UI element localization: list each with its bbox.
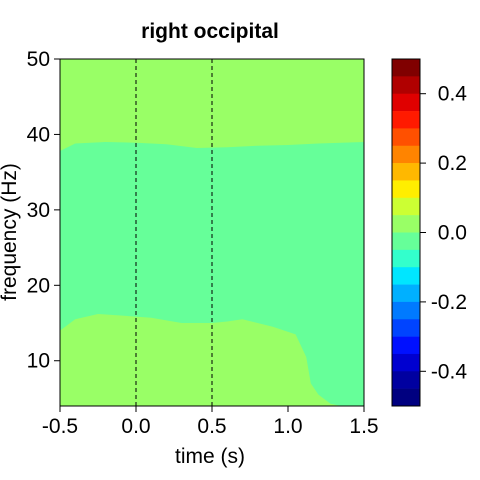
x-axis: -0.5 0.0 0.5 1.0 1.5 [42, 406, 379, 438]
colorbar-step-19 [392, 388, 420, 407]
colorbar-step-13 [392, 284, 420, 303]
colorbar-step-5 [392, 145, 420, 164]
chart-title: right occipital [141, 20, 279, 43]
colorbar-tick-label-0: 0.4 [438, 83, 468, 106]
colorbar-tick-label-1: 0.2 [438, 152, 467, 175]
colorbar-step-12 [392, 267, 420, 285]
x-tick-label-3: 1.0 [273, 415, 302, 438]
x-axis-label: time (s) [175, 445, 245, 468]
y-tick-label-2: 30 [27, 199, 50, 222]
y-tick-label-1: 20 [27, 274, 50, 297]
colorbar-step-9 [392, 215, 420, 233]
y-tick-label-3: 40 [27, 123, 50, 146]
colorbar-tick-label-2: 0.0 [438, 222, 467, 245]
colorbar-step-1 [392, 76, 420, 94]
colorbar-step-0 [392, 59, 420, 77]
colorbar-step-8 [392, 197, 420, 216]
colorbar-step-11 [392, 249, 420, 268]
y-axis: 10 20 30 40 50 [27, 48, 60, 373]
colorbar-step-3 [392, 111, 420, 129]
colorbar-step-18 [392, 371, 420, 389]
colorbar-step-16 [392, 336, 420, 355]
y-tick-label-4: 50 [27, 48, 50, 71]
colorbar-step-15 [392, 319, 420, 337]
colorbar-step-14 [392, 301, 420, 320]
colorbar: 0.4 0.2 0.0 -0.2 -0.4 [391, 58, 468, 407]
colorbar-step-6 [392, 163, 420, 181]
colorbar-step-7 [392, 180, 420, 199]
x-tick-label-0: -0.5 [42, 415, 78, 438]
x-tick-label-4: 1.5 [349, 415, 378, 438]
y-tick-label-0: 10 [27, 350, 50, 373]
y-axis-label: frequency (Hz) [0, 163, 21, 301]
plot-area [59, 58, 365, 407]
x-tick-label-1: 0.0 [121, 415, 150, 438]
colorbar-tick-label-3: -0.2 [431, 291, 467, 314]
colorbar-step-10 [392, 232, 420, 251]
colorbar-tick-label-4: -0.4 [431, 360, 468, 383]
x-tick-label-2: 0.5 [197, 415, 226, 438]
colorbar-step-4 [392, 128, 420, 147]
colorbar-step-17 [392, 353, 420, 372]
colorbar-step-2 [392, 93, 420, 112]
